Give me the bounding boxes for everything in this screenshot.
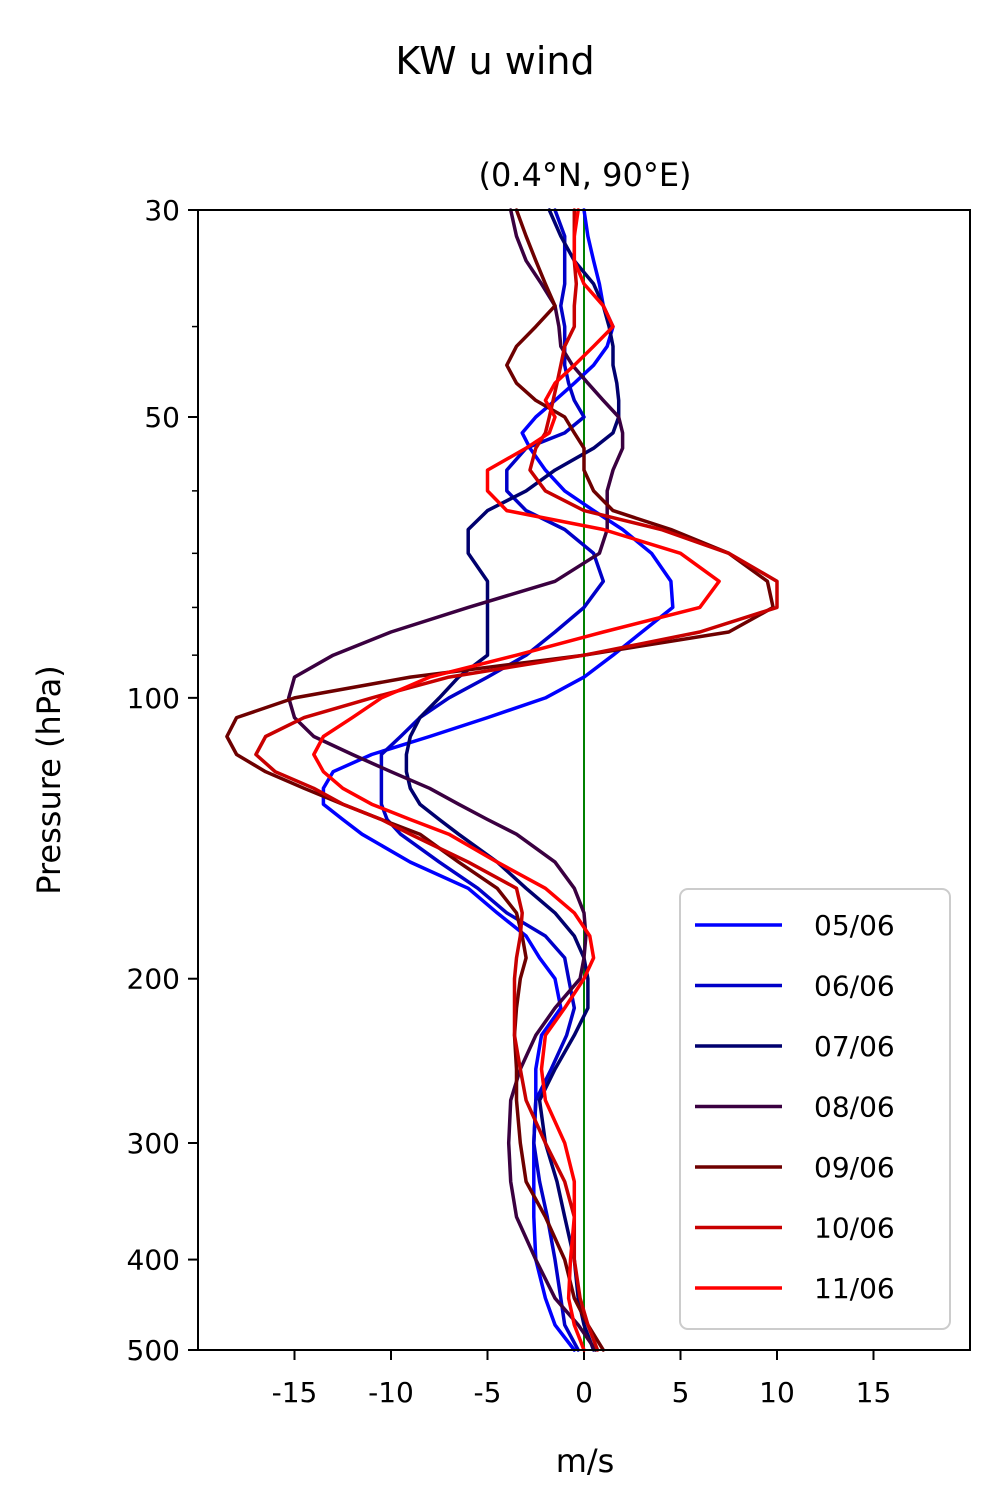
y-axis-ticks: 30 50 100 200 300 400 500 — [127, 194, 198, 1367]
series-line-07-06 — [404, 208, 621, 1352]
x-axis-label: m/s — [556, 1442, 615, 1480]
legend-label: 10/06 — [814, 1212, 895, 1245]
y-axis-label: Pressure (hPa) — [30, 665, 68, 895]
legend-label: 06/06 — [814, 970, 895, 1003]
y-tick-label: 50 — [144, 401, 180, 434]
legend: 05/06 06/06 07/06 08/06 09/06 10/06 11/06 — [679, 888, 951, 1330]
y-tick-label: 300 — [127, 1127, 180, 1160]
y-tick-label: 500 — [127, 1334, 180, 1367]
series-line-05-06 — [321, 208, 675, 1352]
plot-lines — [225, 208, 779, 1352]
y-tick-label: 400 — [127, 1244, 180, 1277]
legend-label: 11/06 — [814, 1272, 895, 1305]
x-tick-label: 10 — [759, 1376, 795, 1409]
x-axis-ticks: -15 -10 -5 0 5 10 15 — [272, 1350, 892, 1409]
plot-frame — [197, 209, 971, 1351]
legend-label: 05/06 — [814, 909, 895, 942]
y-tick-label: 100 — [127, 682, 180, 715]
series-line-09-06 — [225, 208, 775, 1352]
x-tick-label: 5 — [672, 1376, 690, 1409]
y-tick-label: 30 — [144, 194, 180, 227]
legend-label: 09/06 — [814, 1151, 895, 1184]
legend-box — [679, 888, 951, 1330]
chart-title: (0.4°N, 90°E) — [478, 156, 691, 194]
legend-label: 08/06 — [814, 1091, 895, 1124]
y-tick-label: 200 — [127, 963, 180, 996]
x-tick-label: 0 — [575, 1376, 593, 1409]
chart-suptitle: KW u wind — [395, 39, 594, 83]
series-line-11-06 — [312, 208, 721, 1352]
x-tick-label: -5 — [474, 1376, 502, 1409]
x-tick-label: -10 — [368, 1376, 414, 1409]
x-tick-label: -15 — [272, 1376, 318, 1409]
legend-label: 07/06 — [814, 1030, 895, 1063]
x-tick-label: 15 — [856, 1376, 892, 1409]
